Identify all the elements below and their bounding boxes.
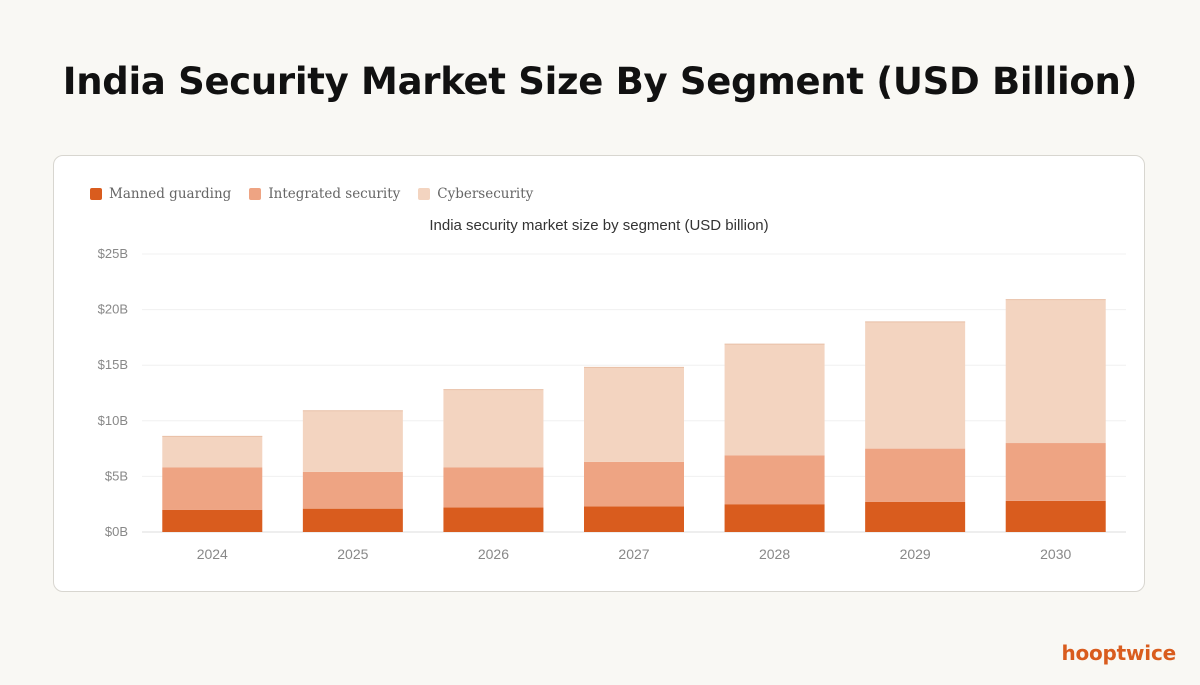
bar-integrated-security-2027 (584, 461, 684, 507)
y-tick-label: $15B (98, 357, 128, 372)
bar-cybersecurity-2027 (584, 367, 684, 462)
bar-stack-2025 (302, 410, 403, 532)
bar-stack-2027 (584, 366, 684, 532)
bar-manned-guarding-2026 (443, 507, 544, 532)
legend-label-cybersecurity: Cybersecurity (437, 186, 534, 202)
legend-label-manned-guarding: Manned guarding (109, 186, 232, 202)
legend-item-cybersecurity[interactable]: Cybersecurity (418, 186, 533, 202)
bar-integrated-security-2025 (302, 471, 403, 509)
legend-swatch-integrated-security (249, 188, 262, 200)
bar-cybersecurity-2030 (1005, 299, 1106, 444)
bar-stack-2030 (1005, 299, 1106, 532)
x-tick-label: 2030 (1040, 546, 1071, 562)
legend-item-integrated-security[interactable]: Integrated security (249, 186, 400, 202)
bar-manned-guarding-2024 (162, 509, 263, 532)
bar-stack-2029 (865, 321, 966, 532)
bar-integrated-security-2026 (443, 467, 544, 508)
x-tick-label: 2026 (478, 546, 509, 562)
legend-item-manned-guarding[interactable]: Manned guarding (90, 186, 231, 202)
bar-cybersecurity-2025 (302, 410, 403, 472)
bar-integrated-security-2024 (162, 467, 263, 510)
y-tick-label: $10B (98, 413, 128, 428)
legend-label-integrated-security: Integrated security (268, 186, 401, 202)
bar-cybersecurity-2026 (443, 389, 544, 468)
bar-stack-2024 (162, 435, 263, 532)
bar-cybersecurity-2029 (865, 321, 966, 449)
y-tick-label: $25B (98, 246, 128, 261)
x-tick-label: 2029 (900, 546, 931, 562)
bar-integrated-security-2029 (865, 448, 966, 502)
bar-stack-2028 (724, 343, 825, 532)
stacked-bar-chart: India security market size by segment (U… (98, 217, 1126, 562)
bar-integrated-security-2028 (724, 455, 825, 505)
bar-manned-guarding-2029 (865, 501, 966, 532)
x-tick-label: 2025 (337, 546, 368, 562)
x-tick-label: 2028 (759, 546, 790, 562)
bar-cybersecurity-2028 (724, 344, 825, 456)
chart-legend: Manned guarding Integrated security Cybe… (90, 186, 533, 202)
page-title: India Security Market Size By Segment (U… (62, 60, 1138, 103)
y-tick-label: $0B (105, 524, 128, 539)
bar-integrated-security-2030 (1005, 443, 1106, 501)
bar-cybersecurity-2024 (162, 436, 263, 468)
y-tick-label: $20B (98, 302, 128, 317)
bar-stack-2026 (443, 389, 544, 532)
brand-logo: hooptwice (1061, 641, 1176, 665)
x-tick-label: 2024 (197, 546, 228, 562)
chart-card: Manned guarding Integrated security Cybe… (53, 155, 1145, 592)
legend-swatch-cybersecurity (418, 188, 431, 200)
bar-manned-guarding-2030 (1005, 500, 1106, 532)
bar-manned-guarding-2027 (584, 506, 684, 532)
y-tick-label: $5B (105, 468, 128, 483)
legend-swatch-manned-guarding (90, 188, 102, 200)
x-tick-label: 2027 (618, 546, 649, 562)
bar-manned-guarding-2028 (724, 504, 825, 532)
chart-title: India security market size by segment (U… (429, 217, 768, 234)
bar-manned-guarding-2025 (302, 508, 403, 532)
